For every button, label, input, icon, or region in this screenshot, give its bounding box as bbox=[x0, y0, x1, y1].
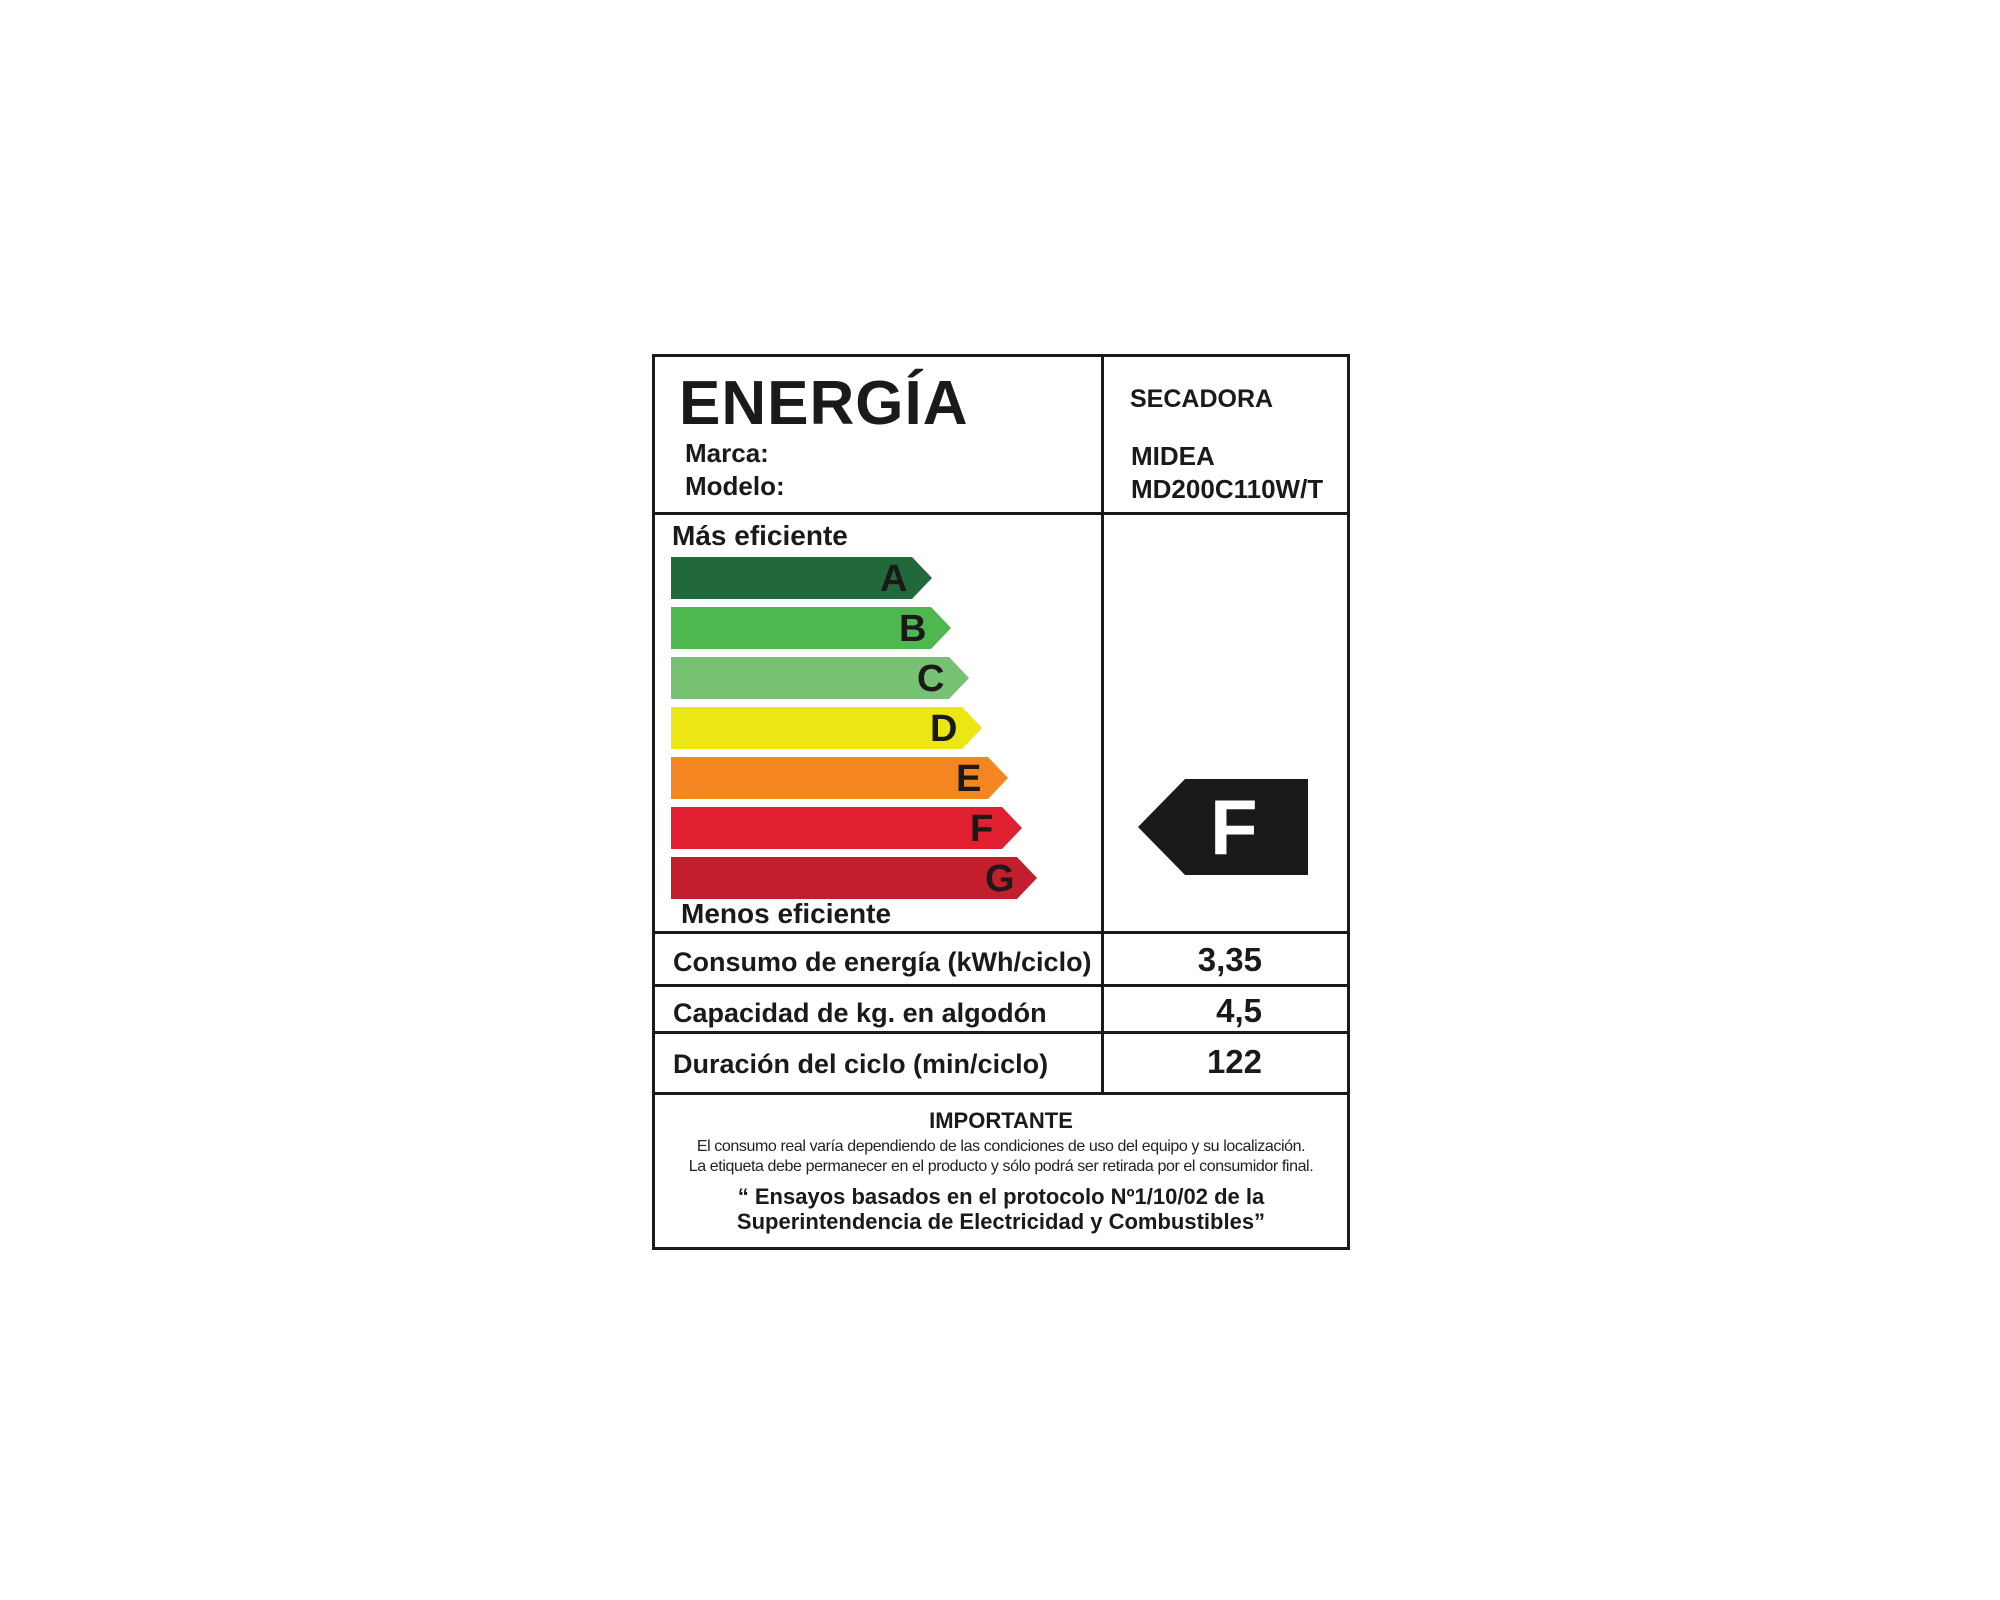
page-title: ENERGÍA bbox=[679, 369, 969, 438]
efficiency-bar-e: E bbox=[671, 757, 1008, 800]
rating-indicator: F bbox=[1138, 779, 1308, 875]
footer-quote-1: “ Ensayos basados en el protocolo Nº1/10… bbox=[737, 1184, 1265, 1209]
footer-heading: IMPORTANTE bbox=[929, 1108, 1073, 1133]
divider bbox=[652, 1092, 1350, 1095]
footer-note-1: El consumo real varía dependiendo de las… bbox=[696, 1138, 1306, 1155]
column-divider bbox=[1101, 354, 1104, 1094]
spec-label-energy: Consumo de energía (kWh/ciclo) bbox=[673, 947, 1092, 977]
brand-label: Marca: bbox=[685, 438, 769, 468]
spec-value-energy: 3,35 bbox=[1197, 941, 1262, 978]
efficiency-letter: E bbox=[956, 758, 982, 800]
efficiency-letter: F bbox=[970, 808, 994, 850]
divider bbox=[652, 1031, 1350, 1034]
model-label: Modelo: bbox=[685, 471, 785, 501]
divider bbox=[652, 512, 1350, 515]
divider bbox=[652, 984, 1350, 987]
spec-label-duration: Duración del ciclo (min/ciclo) bbox=[673, 1049, 1049, 1079]
appliance-type: SECADORA bbox=[1130, 385, 1274, 413]
efficiency-letter: G bbox=[985, 858, 1015, 900]
divider bbox=[652, 931, 1350, 934]
footer-note-2: La etiqueta debe permanecer en el produc… bbox=[688, 1158, 1314, 1175]
brand-value: MIDEA bbox=[1131, 441, 1215, 471]
footer-quote-2: Superintendencia de Electricidad y Combu… bbox=[736, 1209, 1266, 1234]
efficiency-bar-a: A bbox=[671, 557, 932, 600]
model-value: MD200C110W/T bbox=[1131, 474, 1324, 504]
efficiency-bar-g: G bbox=[671, 857, 1037, 900]
spec-value-capacity: 4,5 bbox=[1216, 992, 1262, 1029]
efficiency-letter: A bbox=[880, 558, 908, 600]
efficiency-letter: D bbox=[930, 708, 958, 750]
efficiency-letter: B bbox=[899, 608, 927, 650]
spec-value-duration: 122 bbox=[1206, 1043, 1262, 1080]
efficiency-bar-f: F bbox=[671, 807, 1022, 850]
efficiency-bar-d: D bbox=[671, 707, 982, 750]
efficiency-bar-b: B bbox=[671, 607, 951, 650]
energy-label bbox=[652, 354, 1350, 1250]
most-efficient-label: Más eficiente bbox=[672, 520, 848, 551]
spec-label-capacity: Capacidad de kg. en algodón bbox=[673, 998, 1047, 1028]
efficiency-letter: C bbox=[917, 658, 945, 700]
efficiency-bar-c: C bbox=[671, 657, 969, 700]
least-efficient-label: Menos eficiente bbox=[681, 898, 892, 929]
rating-letter: F bbox=[1210, 783, 1258, 871]
